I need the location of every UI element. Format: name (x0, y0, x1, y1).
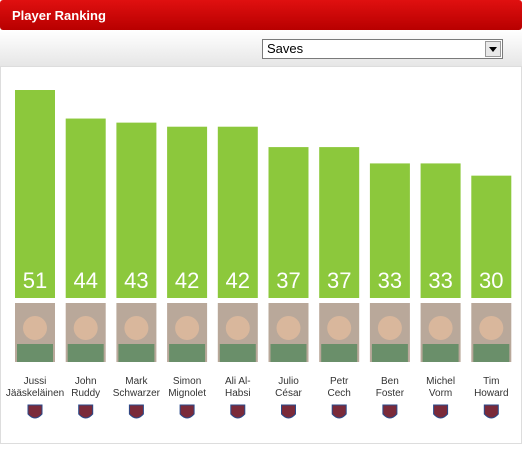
player-shirt (219, 344, 256, 362)
player-name: Jussi (24, 376, 47, 387)
player-name: Ali Al- (225, 376, 251, 387)
bar (167, 126, 208, 299)
player-head (479, 316, 504, 340)
bar (268, 147, 309, 298)
club-badge (78, 404, 94, 419)
player-name: Jääskeläinen (6, 388, 64, 399)
bar (65, 118, 106, 299)
bar (471, 175, 512, 298)
player-head (225, 316, 250, 340)
bar (15, 90, 55, 298)
player-name: Habsi (225, 388, 251, 399)
header-title: Player Ranking (12, 8, 106, 23)
player-name: Howard (474, 388, 508, 399)
club-badge (382, 404, 398, 419)
player-shirt (321, 344, 358, 362)
bar (319, 147, 360, 298)
dropdown-box[interactable] (262, 39, 503, 59)
player-shirt (270, 344, 307, 362)
player-name: Schwarzer (113, 388, 161, 399)
club-badge (27, 404, 43, 419)
player-name: Foster (376, 388, 405, 399)
player-head (276, 316, 301, 340)
player-name: Simon (173, 376, 201, 387)
player-name: Cech (328, 388, 351, 399)
player-name: Julio (278, 376, 299, 387)
player-name: Mark (125, 376, 148, 387)
player-shirt (473, 344, 510, 362)
bar-value-label: 33 (428, 268, 452, 293)
player-name: Tim (483, 376, 499, 387)
bar-value-label: 42 (226, 268, 250, 293)
club-badge (483, 404, 499, 419)
player-name: Michel (426, 376, 455, 387)
player-head (175, 316, 200, 340)
player-name: Mignolet (168, 388, 206, 399)
player-head (428, 316, 453, 340)
bar-value-label: 43 (124, 268, 148, 293)
player-head (124, 316, 149, 340)
club-badge (128, 404, 144, 419)
bar (116, 122, 157, 299)
player-shirt (17, 344, 53, 362)
player-shirt (169, 344, 206, 362)
player-name: Ben (381, 376, 399, 387)
bar (217, 126, 258, 299)
player-name: John (75, 376, 97, 387)
bar (369, 163, 410, 298)
bar-value-label: 30 (479, 268, 503, 293)
player-head (377, 316, 402, 340)
bar-value-label: 37 (327, 268, 351, 293)
player-head (327, 316, 352, 340)
club-badge (331, 404, 347, 419)
player-head (73, 316, 98, 340)
header-bar (0, 0, 522, 30)
player-head (23, 316, 47, 340)
player-shirt (422, 344, 459, 362)
club-badge (179, 404, 195, 419)
player-shirt (371, 344, 408, 362)
player-name: Vorm (429, 388, 452, 399)
club-badge (433, 404, 449, 419)
bar (420, 163, 461, 298)
club-badge (230, 404, 246, 419)
bar-value-label: 37 (276, 268, 300, 293)
player-shirt (118, 344, 155, 362)
bar-value-label: 42 (175, 268, 199, 293)
dropdown-value[interactable]: Saves (267, 41, 304, 56)
bar-value-label: 44 (73, 268, 97, 293)
bar-value-label: 51 (23, 268, 47, 293)
club-badge (281, 404, 296, 419)
player-name: Ruddy (71, 388, 100, 399)
player-name: César (275, 388, 302, 399)
dropdown[interactable]: Saves (262, 39, 503, 59)
player-shirt (67, 344, 104, 362)
bar-value-label: 33 (378, 268, 402, 293)
player-name: Petr (330, 376, 349, 387)
dropdown-arrow (489, 47, 497, 52)
